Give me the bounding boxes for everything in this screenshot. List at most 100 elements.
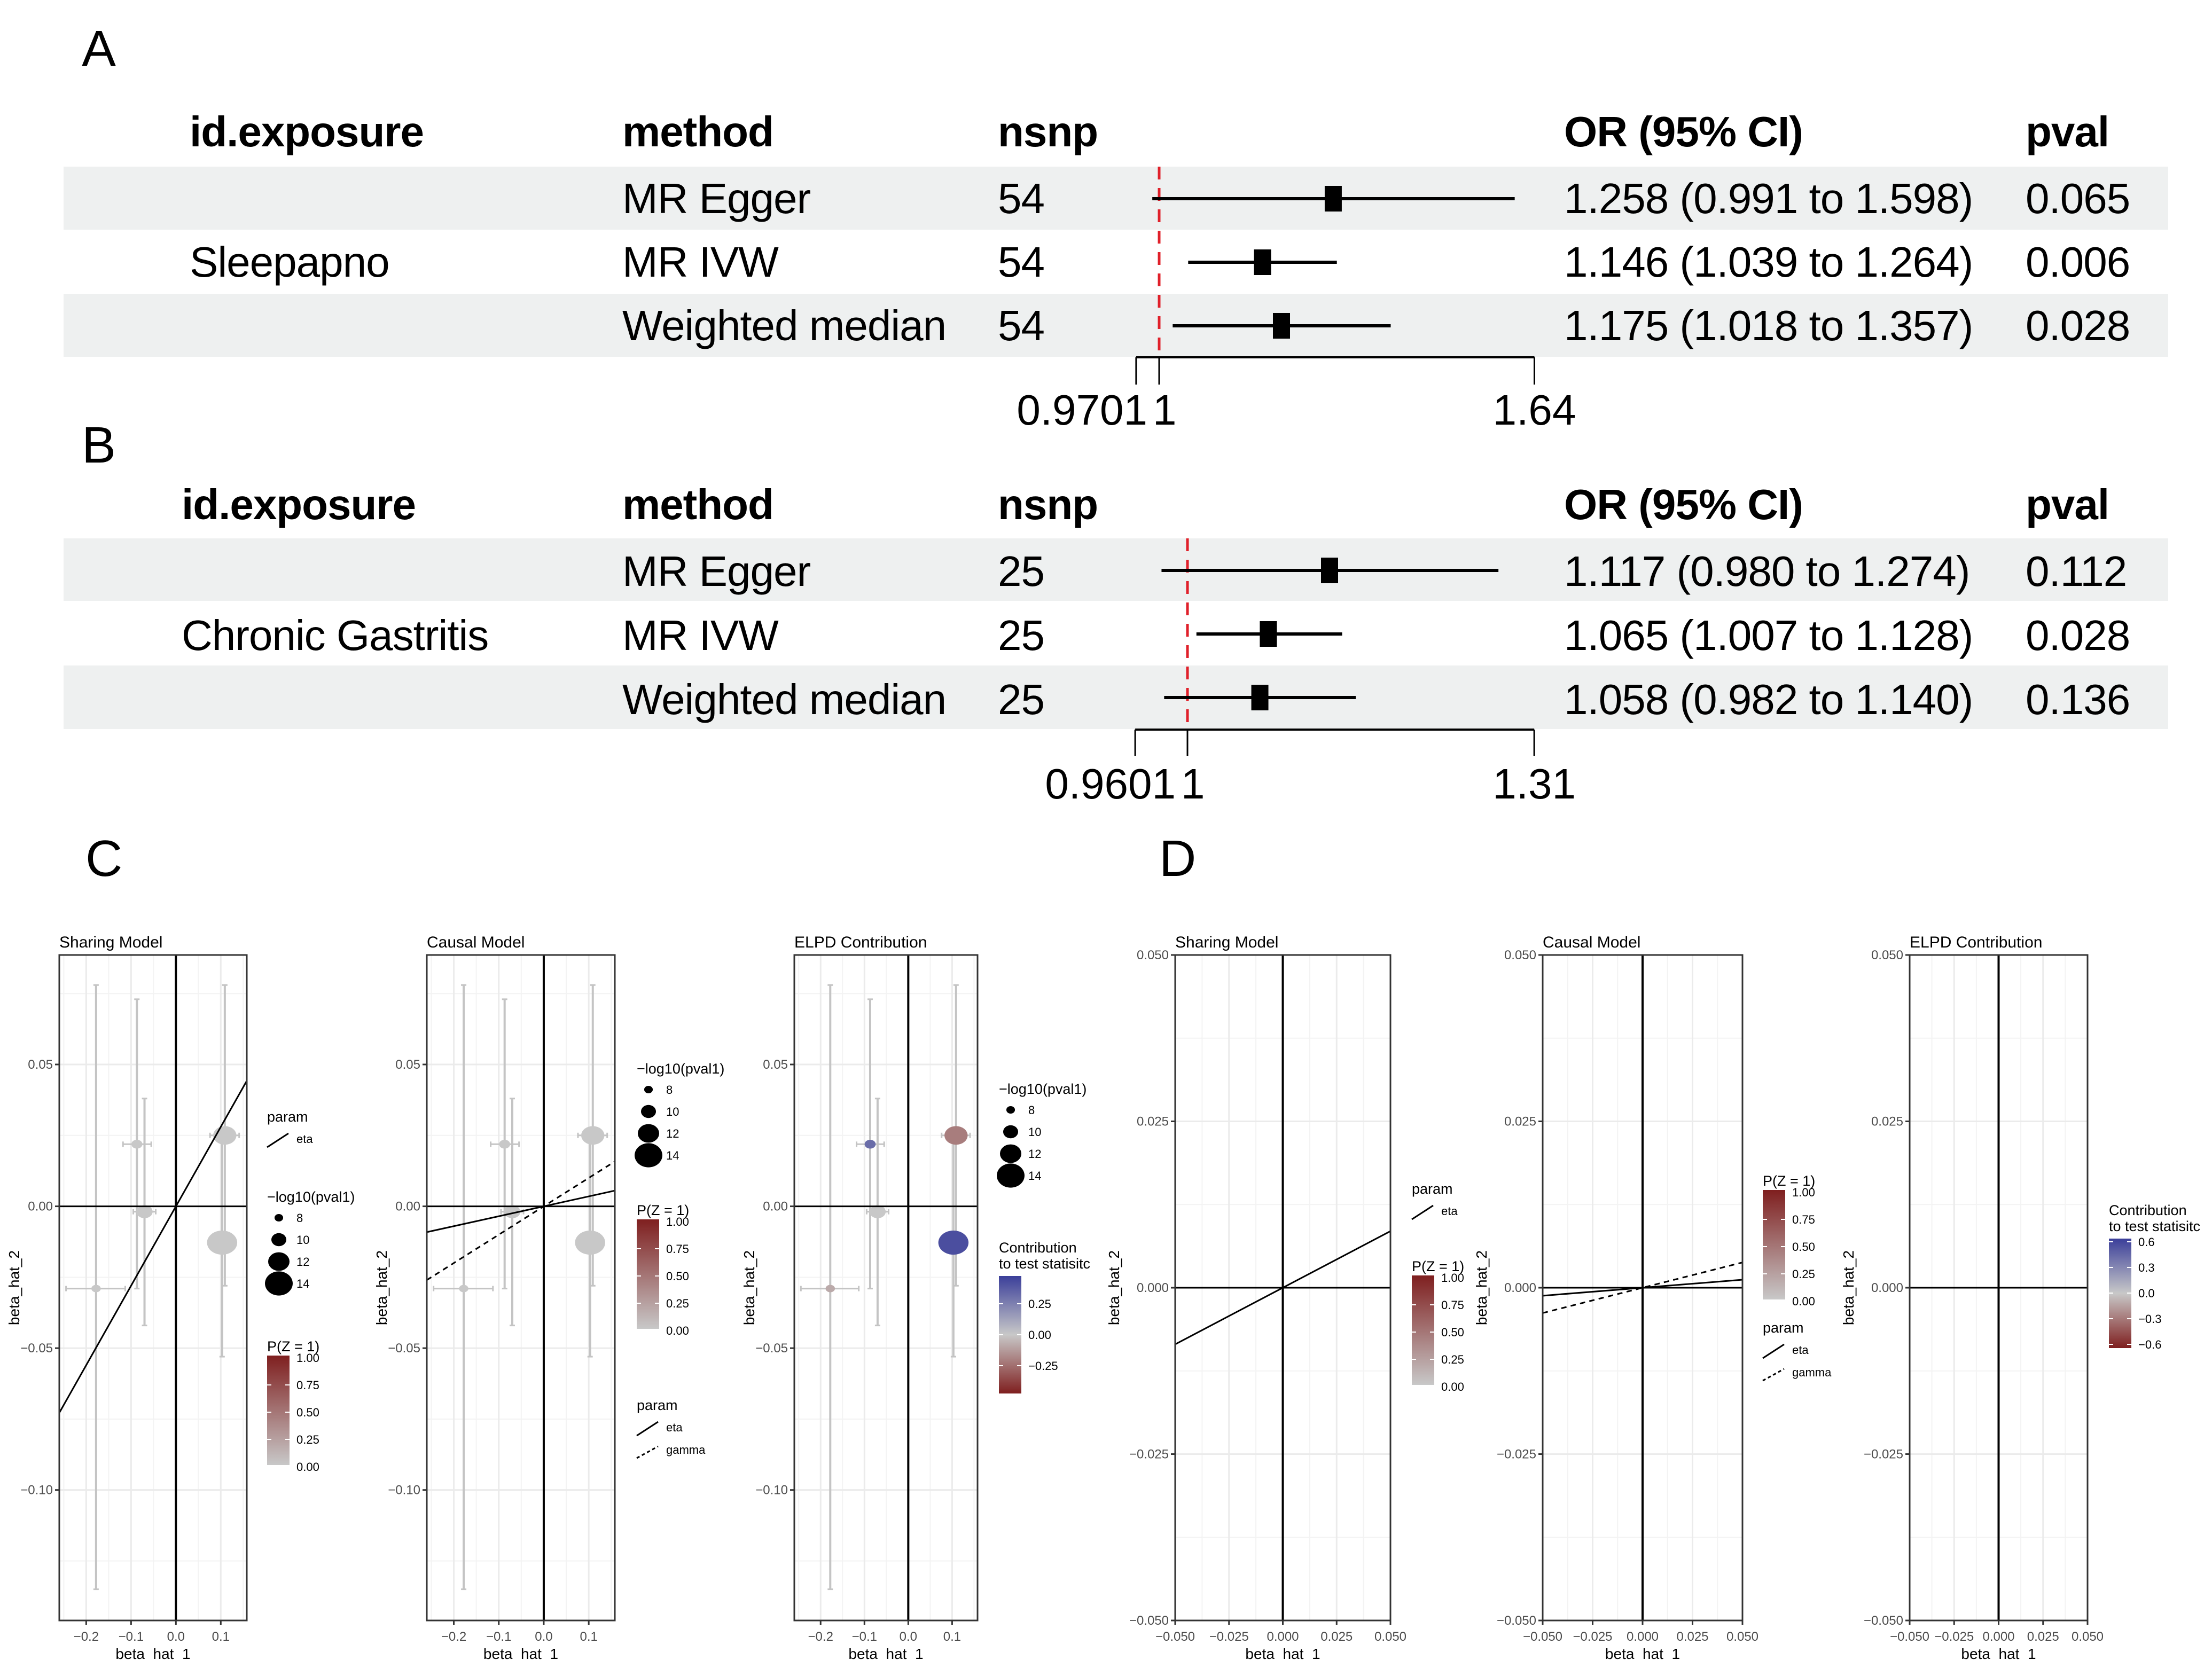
plot-d-causal-model: −0.050 −0.025 0.000 0.025 0.050 0.050 0.025 0.0…	[1473, 934, 1832, 1660]
plot-title: Causal Model	[1543, 934, 1640, 951]
row-nsnp: 54	[998, 238, 1045, 286]
row-method: MR IVW	[622, 238, 779, 286]
x-tick-label: 0.000	[1982, 1630, 2014, 1644]
y-tick-label: 0.050	[1137, 948, 1169, 962]
x-tick-label: 0.9701	[1017, 386, 1147, 434]
row-nsnp: 25	[998, 547, 1045, 595]
data-point	[581, 1126, 605, 1145]
y-tick-label: −0.050	[1864, 1614, 1903, 1628]
header-nsnp: nsnp	[998, 481, 1098, 528]
legend-label: 1.00	[1441, 1271, 1464, 1285]
legend-size-key	[274, 1214, 284, 1221]
y-axis-label: beta_hat_2	[741, 1250, 757, 1325]
data-point	[207, 1230, 238, 1255]
legend-title: param	[637, 1397, 678, 1413]
x-tick-label: −0.025	[1934, 1630, 1974, 1644]
y-tick-label: 0.000	[1871, 1281, 1903, 1295]
y-axis-label: beta_hat_2	[1473, 1250, 1490, 1325]
y-tick-label: −0.10	[20, 1483, 53, 1498]
panel-label-d: D	[1159, 830, 1197, 887]
legend-title: P(Z = 1)	[1763, 1173, 1815, 1189]
legend-label: 8	[1028, 1103, 1035, 1117]
legend-label: 0.00	[1028, 1328, 1051, 1342]
forest-plot-a-marks: 0.9701 1 1.64	[1017, 167, 1576, 434]
legend-key-gamma	[636, 1445, 659, 1459]
legend-colorbar	[637, 1219, 659, 1329]
panel-label-a: A	[82, 20, 116, 77]
row-nsnp: 54	[998, 175, 1045, 222]
legend-label: 10	[666, 1105, 679, 1118]
header-pval: pval	[2026, 481, 2109, 528]
legend-label: 0.50	[666, 1270, 689, 1283]
legend-label: 0.50	[1441, 1326, 1464, 1339]
legend-key-eta	[267, 1132, 289, 1148]
x-tick-label: −0.2	[808, 1630, 833, 1644]
legend-key-eta	[636, 1421, 659, 1437]
legend-size-key	[635, 1143, 662, 1168]
row-band	[64, 665, 2168, 729]
y-tick-label: 0.00	[28, 1200, 53, 1214]
x-tick-label: −0.1	[486, 1630, 511, 1644]
x-tick-label: 0.0	[535, 1630, 552, 1644]
row-band	[64, 294, 2168, 357]
y-tick-label: 0.05	[28, 1058, 53, 1072]
x-tick-label: 0.0	[167, 1630, 185, 1644]
legend-label: 0.75	[666, 1242, 689, 1256]
data-point	[499, 1139, 511, 1149]
legend-label: 10	[296, 1233, 309, 1247]
plot-border	[793, 954, 979, 1622]
legend-label: eta	[296, 1132, 313, 1146]
y-axis-label: beta_hat_2	[1106, 1250, 1122, 1325]
data-point	[459, 1285, 468, 1293]
fit-line-eta	[1175, 1230, 1391, 1345]
y-tick-label: −0.050	[1129, 1614, 1169, 1628]
y-tick-label: −0.05	[755, 1341, 788, 1356]
y-axis-label: beta_hat_2	[1840, 1250, 1857, 1325]
row-pval: 0.028	[2026, 302, 2130, 349]
data-point	[825, 1285, 835, 1293]
y-tick-label: 0.025	[1137, 1115, 1169, 1129]
y-tick-label: −0.025	[1497, 1447, 1536, 1462]
legend-size-key	[997, 1163, 1025, 1188]
fit-line-eta	[426, 1189, 615, 1233]
legend-label: 14	[1028, 1169, 1041, 1183]
x-tick-label: −0.025	[1209, 1630, 1249, 1644]
header-method: method	[622, 481, 774, 528]
legend-title: P(Z = 1)	[637, 1202, 689, 1218]
fit-line-eta	[1542, 1279, 1743, 1297]
x-axis-label: beta_hat_1	[115, 1646, 190, 1660]
plot-title: Sharing Model	[1175, 934, 1278, 951]
point-estimate	[1273, 313, 1291, 339]
y-tick-label: −0.05	[20, 1341, 53, 1356]
legend-label: −0.6	[2138, 1338, 2161, 1351]
legend-label: 0.50	[296, 1406, 319, 1419]
x-tick-label: 0.050	[1374, 1630, 1406, 1644]
x-tick-label: 0.025	[2027, 1630, 2059, 1644]
x-tick-label: 0.9601	[1045, 760, 1176, 808]
legend-size-key	[644, 1086, 653, 1093]
legend-title: to test statisitc	[2109, 1218, 2200, 1234]
y-tick-label: 0.05	[763, 1058, 788, 1072]
header-or: OR (95% CI)	[1564, 108, 1803, 155]
legend-label: 0.00	[666, 1324, 689, 1337]
plot-border	[426, 954, 616, 1622]
x-tick-label: −0.1	[119, 1630, 144, 1644]
row-nsnp: 54	[998, 302, 1045, 349]
data-point	[938, 1230, 969, 1255]
legend-title: P(Z = 1)	[1412, 1258, 1464, 1274]
y-tick-label: −0.025	[1864, 1447, 1903, 1462]
legend-label: 14	[666, 1149, 679, 1162]
legend-title: −log10(pval1)	[637, 1061, 724, 1077]
point-estimate	[1324, 186, 1342, 212]
legend-label: 12	[666, 1127, 679, 1140]
header-pval: pval	[2026, 108, 2109, 155]
y-tick-label: −0.05	[388, 1341, 420, 1356]
row-band	[64, 167, 2168, 230]
x-tick-label: −0.050	[1890, 1630, 1929, 1644]
x-tick-label: 1	[1181, 760, 1205, 808]
row-or: 1.065 (1.007 to 1.128)	[1564, 612, 1973, 659]
data-point	[131, 1139, 143, 1149]
data-point	[136, 1205, 153, 1218]
point-estimate	[1251, 685, 1269, 710]
